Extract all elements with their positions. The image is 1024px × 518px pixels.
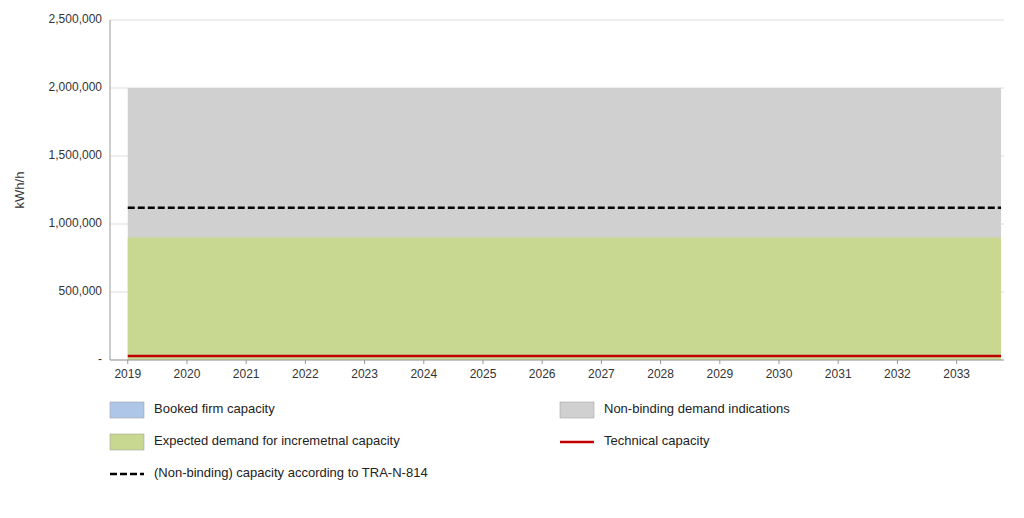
x-tick: [482, 360, 483, 364]
legend-swatch: [560, 402, 594, 418]
legend-swatch: [110, 402, 144, 418]
grid-line: [110, 360, 1004, 361]
x-tick: [897, 360, 898, 364]
x-tick-label: 2033: [943, 367, 970, 381]
x-tick: [305, 360, 306, 364]
x-tick: [838, 360, 839, 364]
y-tick-label: 2,500,000: [49, 12, 103, 26]
legend-swatch: [560, 441, 594, 444]
x-tick-label: 2025: [470, 367, 497, 381]
legend-label: Non-binding demand indications: [604, 401, 790, 416]
legend-swatch: [110, 434, 144, 450]
grid: [110, 20, 1004, 360]
y-axis-label: kWh/h: [12, 172, 27, 209]
x-tick: [246, 360, 247, 364]
x-tick: [364, 360, 365, 364]
x-tick: [186, 360, 187, 364]
x-tick-label: 2021: [233, 367, 260, 381]
x-tick-label: 2024: [410, 367, 437, 381]
area: [128, 88, 1001, 360]
x-tick: [542, 360, 543, 364]
x-tick-label: 2028: [647, 367, 674, 381]
x-tick: [127, 360, 128, 364]
x-tick-label: 2022: [292, 367, 319, 381]
x-tick: [601, 360, 602, 364]
chart: - 500,000 1,000,000 1,500,000 2,000,000 2,500…: [0, 0, 1024, 518]
legend-label: Technical capacity: [604, 433, 710, 448]
legend-label: (Non-binding) capacity according to TRA-…: [154, 465, 428, 480]
y-tick-label: 1,000,000: [49, 216, 103, 230]
legend-label: Booked firm capacity: [154, 401, 275, 416]
x-tick-label: 2027: [588, 367, 615, 381]
area: [128, 238, 1001, 360]
grid-line: [110, 20, 1004, 21]
x-tick-label: 2023: [351, 367, 378, 381]
legend-swatch: [110, 473, 144, 476]
y-tick-label: 2,000,000: [49, 80, 103, 94]
y-axis-line: [110, 20, 111, 360]
line: [128, 206, 1001, 209]
x-tick-label: 2030: [766, 367, 793, 381]
y-tick-label: -: [98, 352, 102, 366]
x-tick: [956, 360, 957, 364]
y-tick-label: 1,500,000: [49, 148, 103, 162]
x-tick-label: 2026: [529, 367, 556, 381]
plot-area: [128, 88, 1001, 360]
x-tick-label: 2019: [114, 367, 141, 381]
legend-label: Expected demand for incremetnal capacity: [154, 433, 400, 448]
x-tick-label: 2020: [174, 367, 201, 381]
x-axis-line: [110, 360, 1004, 361]
x-tick-label: 2032: [884, 367, 911, 381]
x-tick: [423, 360, 424, 364]
x-tick: [660, 360, 661, 364]
x-tick-label: 2031: [825, 367, 852, 381]
legend: Booked firm capacity Non-binding demand i…: [110, 401, 790, 480]
x-tick: [719, 360, 720, 364]
y-tick-label: 500,000: [59, 284, 103, 298]
x-tick-label: 2029: [706, 367, 733, 381]
x-tick: [779, 360, 780, 364]
line: [128, 355, 1001, 358]
